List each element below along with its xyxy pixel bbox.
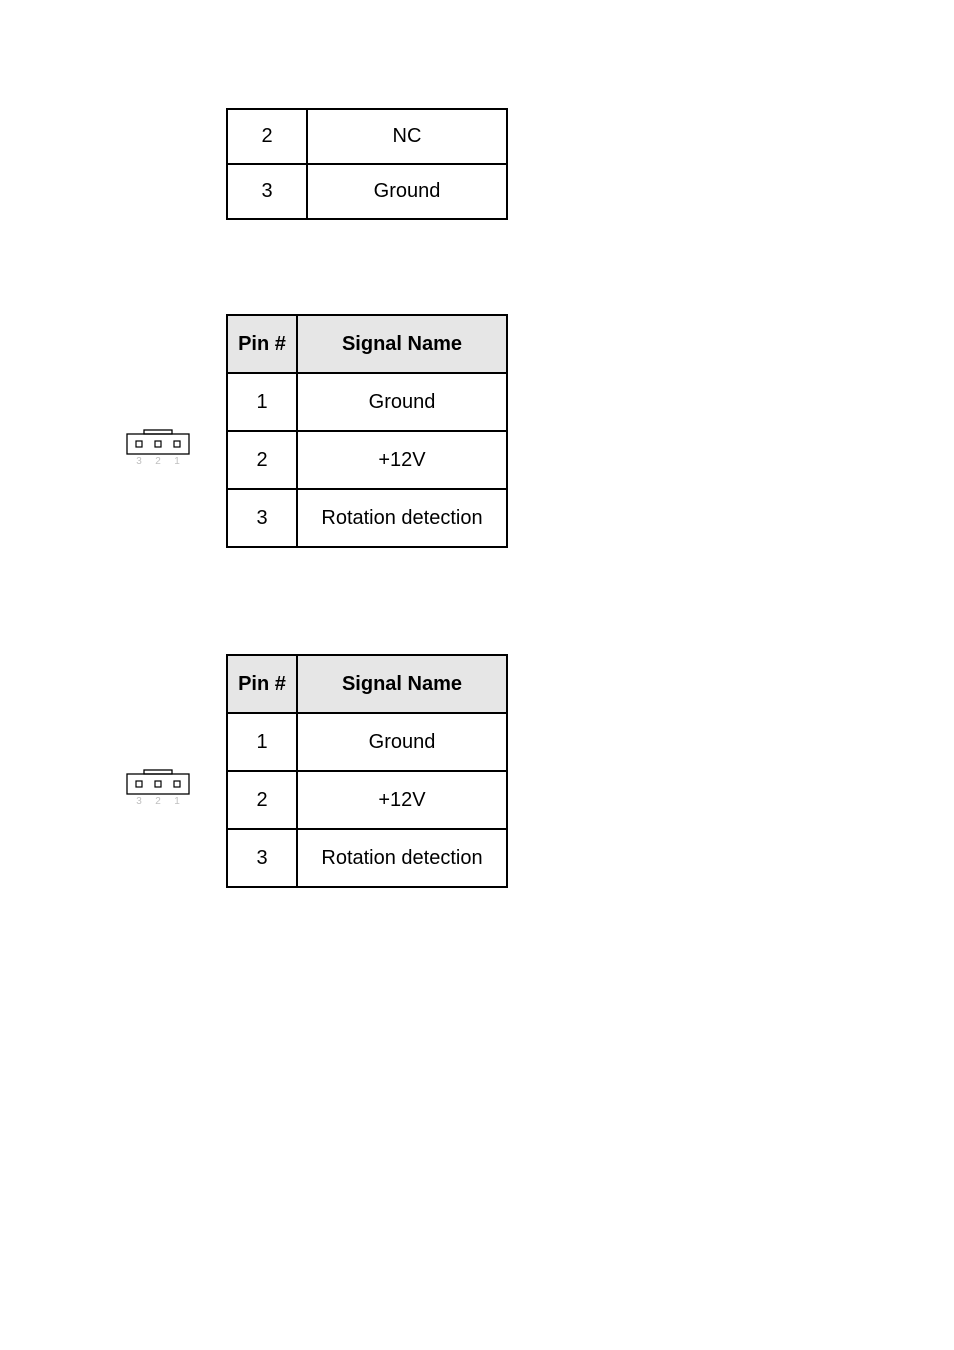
signal-cell: +12V [297,771,507,829]
signal-cell: Ground [297,373,507,431]
pin-label: 3 [136,796,142,806]
pinout-table-2: Pin # Signal Name 1 Ground 2 +12V 3 Rota… [226,314,508,548]
pin-label: 2 [155,456,161,466]
connector-diagram: 3 2 1 [126,426,190,471]
pinout-table-1: 2 NC 3 Ground [226,108,508,220]
table-row: 1 Ground [227,373,507,431]
pinout-table-3: Pin # Signal Name 1 Ground 2 +12V 3 Rota… [226,654,508,888]
signal-cell: Ground [297,713,507,771]
connector-diagram: 3 2 1 [126,766,190,811]
table-header-row: Pin # Signal Name [227,315,507,373]
table-row: 1 Ground [227,713,507,771]
table-row: 3 Rotation detection [227,829,507,887]
pin-cell: 2 [227,109,307,164]
signal-cell: Rotation detection [297,489,507,547]
pin-label: 2 [155,796,161,806]
table-row: 3 Rotation detection [227,489,507,547]
pin-cell: 3 [227,489,297,547]
pin-cell: 1 [227,373,297,431]
pin-cell: 2 [227,771,297,829]
pin-label: 1 [174,456,180,466]
table-row: 3 Ground [227,164,507,219]
pin-header: Pin # [227,655,297,713]
table-row: 2 +12V [227,771,507,829]
connector-icon: 3 2 1 [126,766,190,806]
pin-label: 1 [174,796,180,806]
table-header-row: Pin # Signal Name [227,655,507,713]
signal-cell: +12V [297,431,507,489]
pin-cell: 3 [227,829,297,887]
signal-cell: Ground [307,164,507,219]
connector-icon: 3 2 1 [126,426,190,466]
table-row: 2 NC [227,109,507,164]
pin-header: Pin # [227,315,297,373]
signal-cell: NC [307,109,507,164]
pin-cell: 2 [227,431,297,489]
signal-header: Signal Name [297,315,507,373]
pin-cell: 3 [227,164,307,219]
pin-cell: 1 [227,713,297,771]
table-row: 2 +12V [227,431,507,489]
signal-header: Signal Name [297,655,507,713]
pin-label: 3 [136,456,142,466]
signal-cell: Rotation detection [297,829,507,887]
